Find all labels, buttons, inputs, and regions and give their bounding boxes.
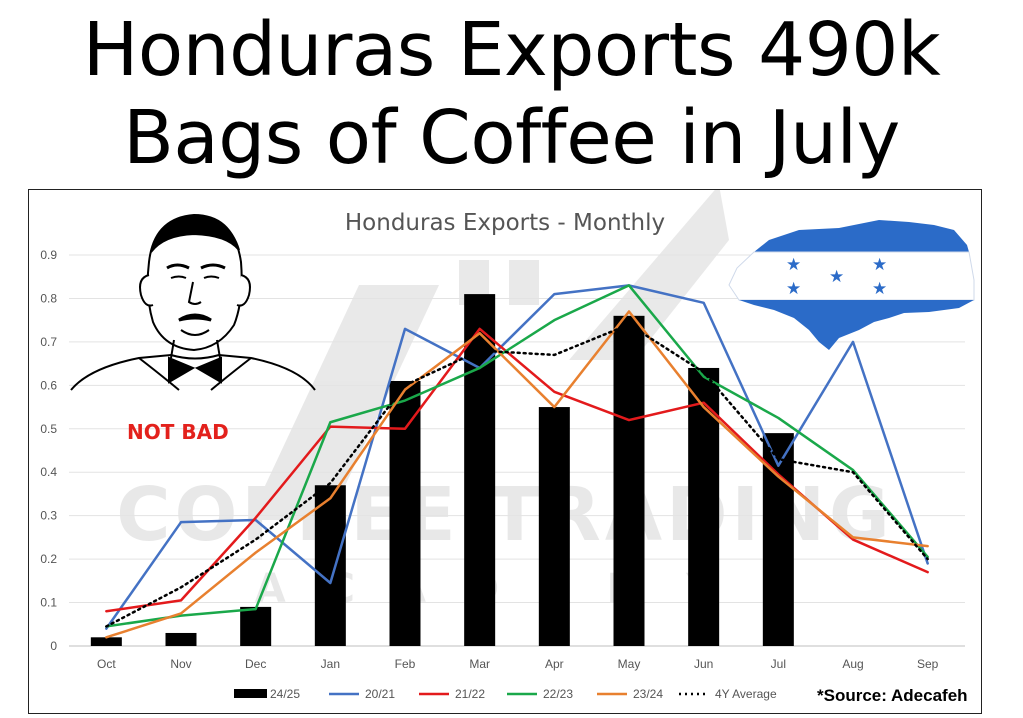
flag-map-top-band (754, 220, 969, 252)
x-tick-label: Mar (469, 657, 490, 671)
meme-chin (180, 329, 210, 336)
meme-lapel-left (138, 357, 180, 391)
bar (240, 606, 272, 646)
x-tick-label: May (618, 657, 641, 671)
chart-title: Honduras Exports - Monthly (345, 210, 665, 236)
bar (613, 315, 645, 646)
meme-hair (150, 214, 240, 253)
legend-label: 23/24 (633, 687, 663, 701)
meme-ear-left (139, 274, 154, 307)
y-tick-label: 0.3 (40, 509, 57, 523)
legend-label: 4Y Average (715, 687, 777, 701)
series-line (105, 310, 929, 639)
y-tick-label: 0.7 (40, 335, 57, 349)
meme-eye-right (203, 275, 220, 279)
y-tick-label: 0.5 (40, 422, 57, 436)
meme-caption: NOT BAD (127, 420, 229, 444)
x-tick-label: Jul (771, 657, 786, 671)
source-note: *Source: Adecafeh (817, 686, 968, 705)
meme-mouth (178, 313, 212, 322)
flag-map-bottom-band (739, 300, 974, 350)
chart-svg: COFFEE TRADING ACADEMY Honduras Exports … (40, 190, 975, 701)
meme-shoulders (70, 353, 316, 391)
legend-label: 22/23 (543, 687, 573, 701)
x-tick-label: Apr (545, 657, 564, 671)
meme-lapel-right (210, 357, 252, 391)
bar (165, 632, 197, 646)
x-tick-label: Nov (170, 657, 191, 671)
chart-frame: COFFEE TRADING ACADEMY Honduras Exports … (28, 189, 982, 714)
headline-line-1: Honduras Exports 490k (82, 7, 941, 93)
bars-24-25 (90, 294, 794, 646)
legend-label: 20/21 (365, 687, 395, 701)
meme-bowtie (168, 356, 222, 384)
y-tick-label: 0.8 (40, 291, 57, 305)
series-lines (105, 284, 929, 639)
flag-star-5: ★ (872, 279, 887, 298)
flag-star-4: ★ (786, 279, 801, 298)
meme-brow-left (166, 263, 190, 270)
bar (538, 407, 570, 646)
x-tick-label: Oct (97, 657, 116, 671)
bar (90, 637, 122, 646)
bar (688, 367, 720, 646)
meme-face-illustration (70, 213, 316, 391)
meme-brow-right (200, 263, 226, 270)
headline: Honduras Exports 490k Bags of Coffee in … (0, 6, 1023, 182)
bar (464, 294, 496, 646)
meme-eye-left (170, 275, 187, 279)
y-tick-label: 0.1 (40, 596, 57, 610)
x-tick-label: Jun (694, 657, 713, 671)
legend-swatch (234, 689, 267, 698)
headline-line-2: Bags of Coffee in July (123, 95, 900, 181)
legend-label: 24/25 (270, 687, 300, 701)
series-line (105, 323, 929, 628)
legend-label: 21/22 (455, 687, 485, 701)
x-tick-label: Sep (917, 657, 939, 671)
x-tick-label: Dec (245, 657, 266, 671)
bar (314, 485, 346, 646)
meme-nose (187, 281, 202, 305)
y-tick-label: 0.6 (40, 378, 57, 392)
y-tick-label: 0.4 (40, 465, 57, 479)
x-tick-label: Feb (395, 657, 416, 671)
honduras-flag-map: ★ ★ ★ ★ ★ (728, 220, 975, 350)
series-line (105, 284, 929, 628)
x-tick-label: Aug (842, 657, 863, 671)
meme-ear-right (236, 274, 251, 307)
flag-star-2: ★ (872, 255, 887, 274)
legend: 24/25 20/21 21/22 22/23 23/24 4Y Average (234, 687, 777, 701)
y-tick-label: 0.2 (40, 552, 57, 566)
x-axis-ticks: Oct Nov Dec Jan Feb Mar Apr May Jun Jul Aug Sep (97, 657, 939, 671)
x-tick-label: Jan (321, 657, 340, 671)
y-axis-ticks: 0 0.1 0.2 0.3 0.4 0.5 0.6 0.7 0.8 0.9 (40, 248, 57, 653)
y-tick-label: 0.9 (40, 248, 57, 262)
y-tick-label: 0 (50, 639, 57, 653)
flag-map-middle-band (728, 251, 975, 301)
flag-star-3: ★ (829, 267, 844, 286)
flag-star-1: ★ (786, 255, 801, 274)
bar (389, 380, 421, 646)
series-line (105, 284, 929, 630)
grid-lines (69, 254, 965, 647)
watermark-line-1: COFFEE TRADING (116, 472, 894, 558)
